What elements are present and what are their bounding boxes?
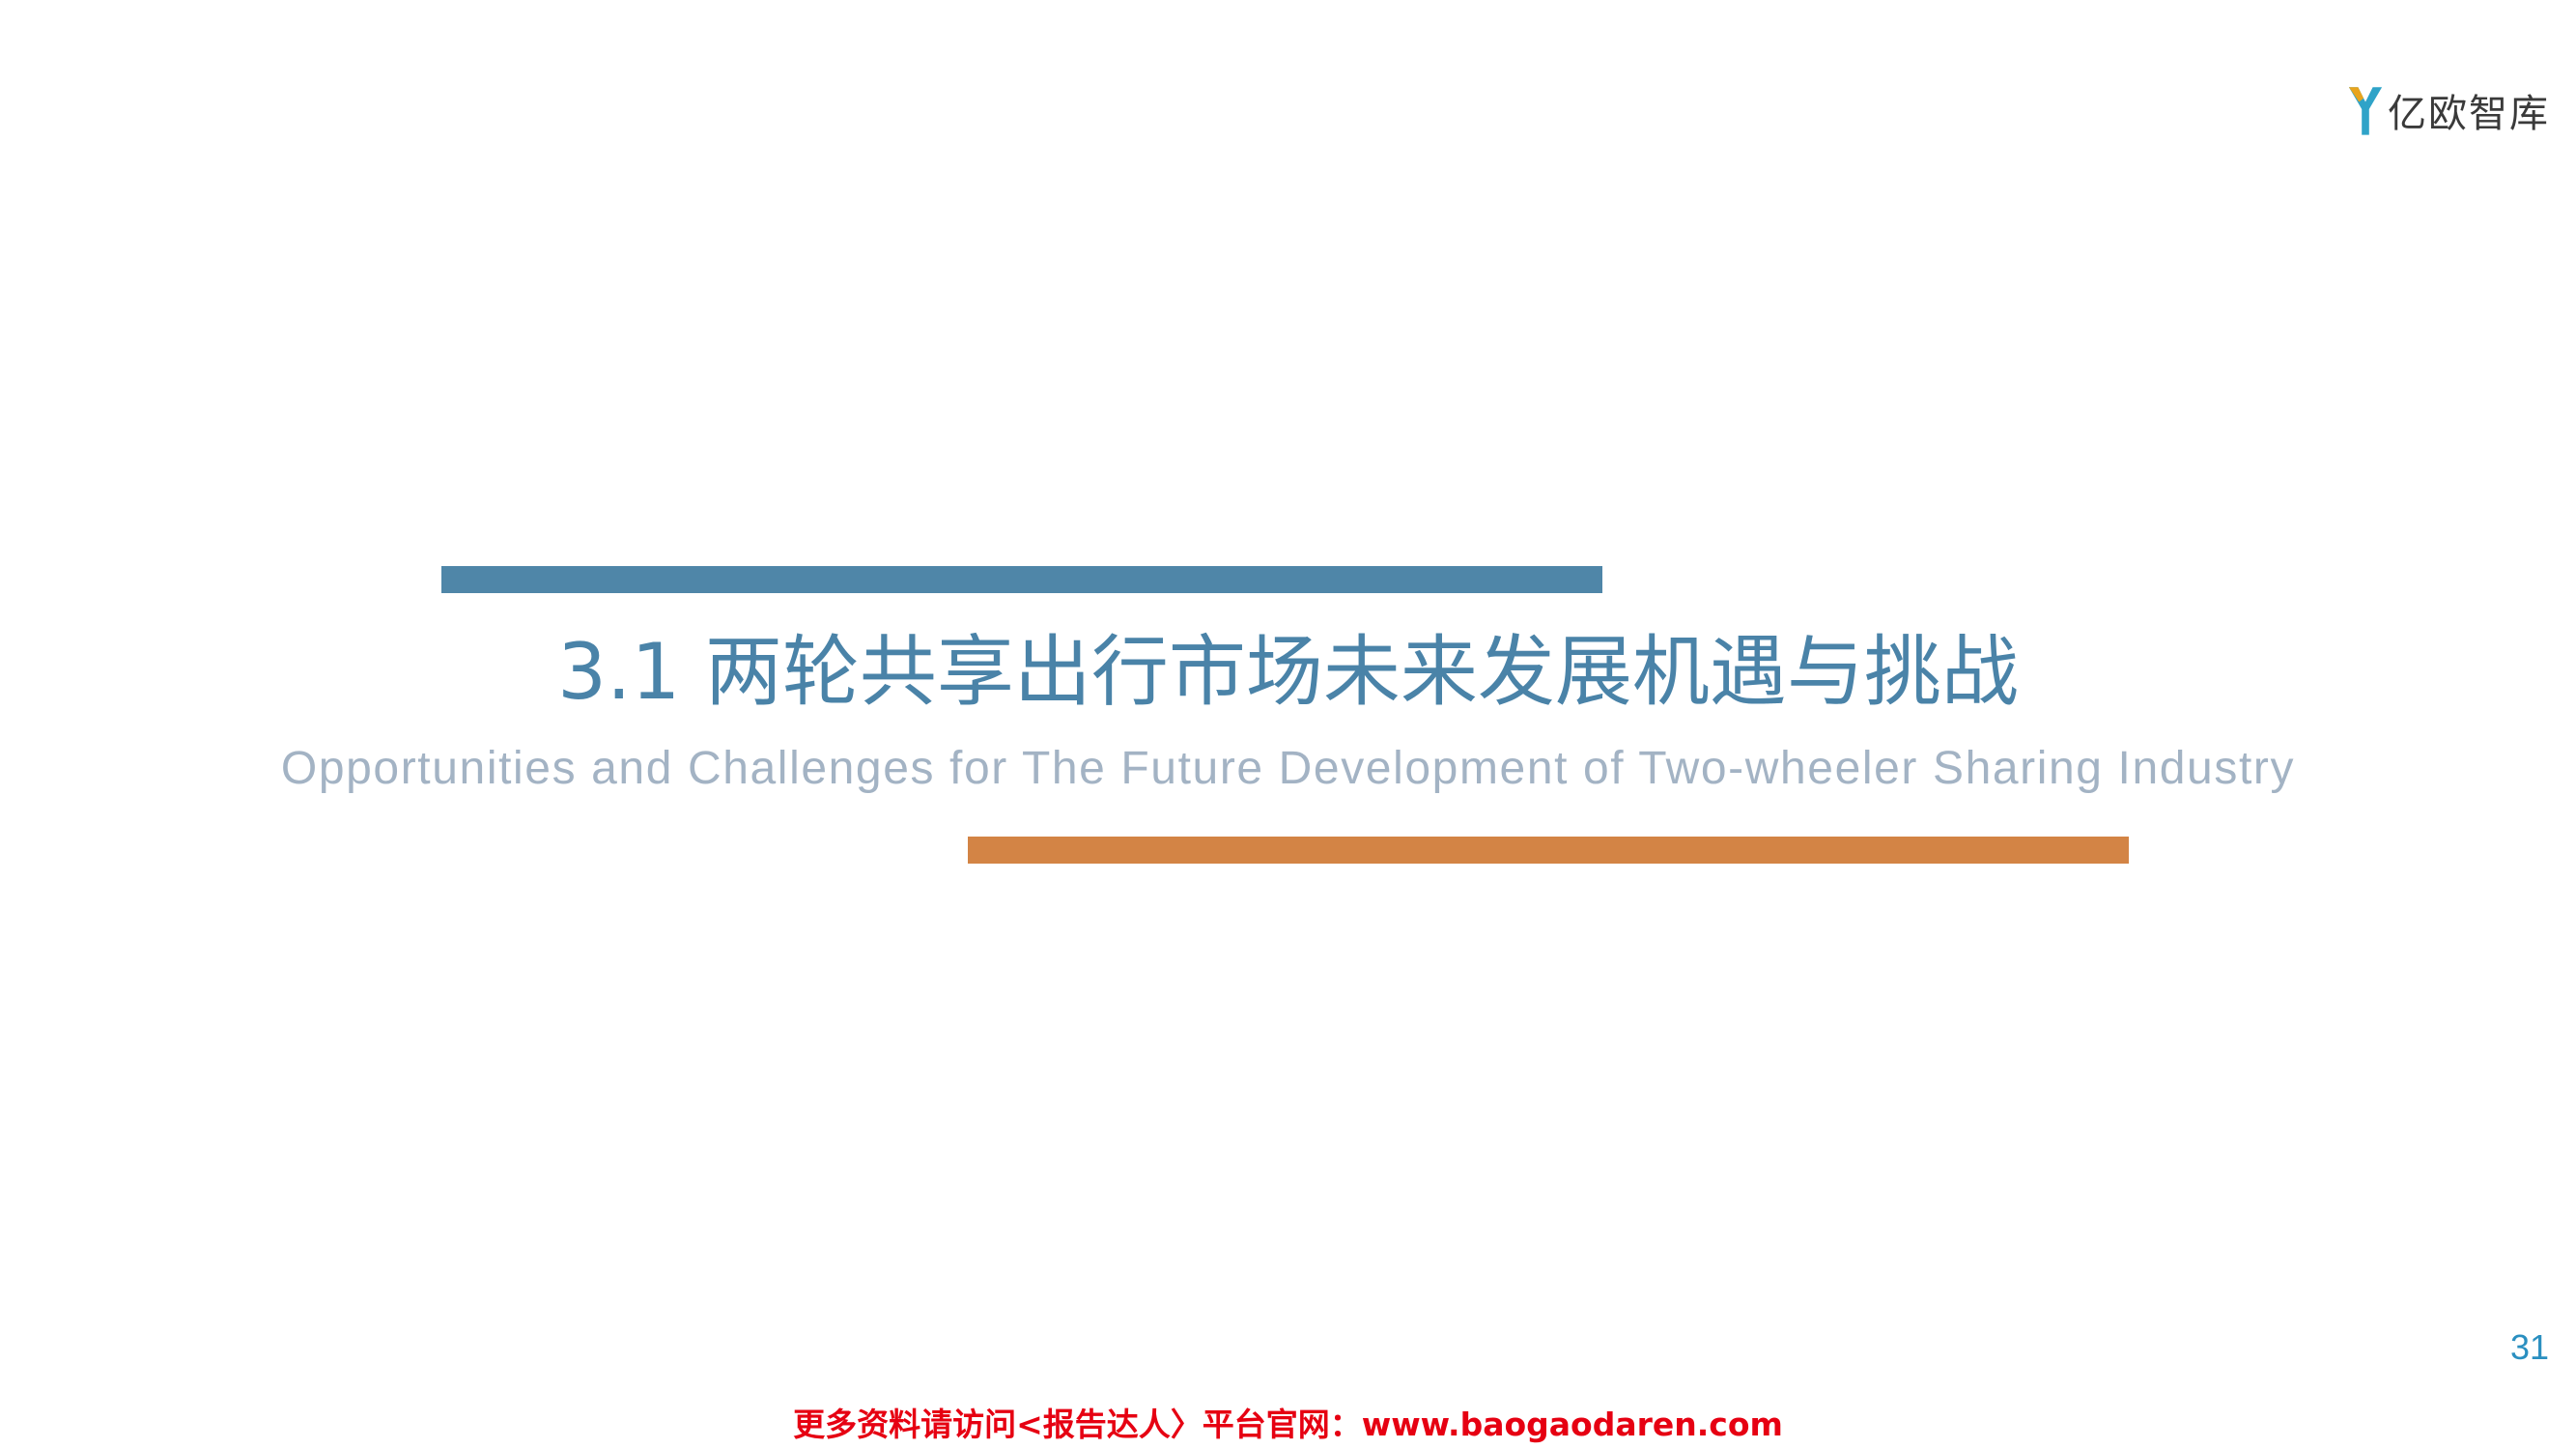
bottom-accent-bar	[968, 837, 2129, 864]
page-number: 31	[2509, 1327, 2549, 1367]
section-subtitle: Opportunities and Challenges for The Fut…	[280, 743, 2296, 794]
brand-logo: 亿欧智库	[2347, 81, 2550, 139]
footer-promo-text: 更多资料请访问<报告达人〉平台官网：www.baogaodaren.com	[793, 1406, 1783, 1443]
logo-text: 亿欧智库	[2388, 92, 2550, 136]
top-accent-bar	[441, 566, 1602, 593]
yiou-logo-icon	[2348, 87, 2383, 135]
section-title: 3.1 两轮共享出行市场未来发展机遇与挑战	[557, 627, 2019, 717]
